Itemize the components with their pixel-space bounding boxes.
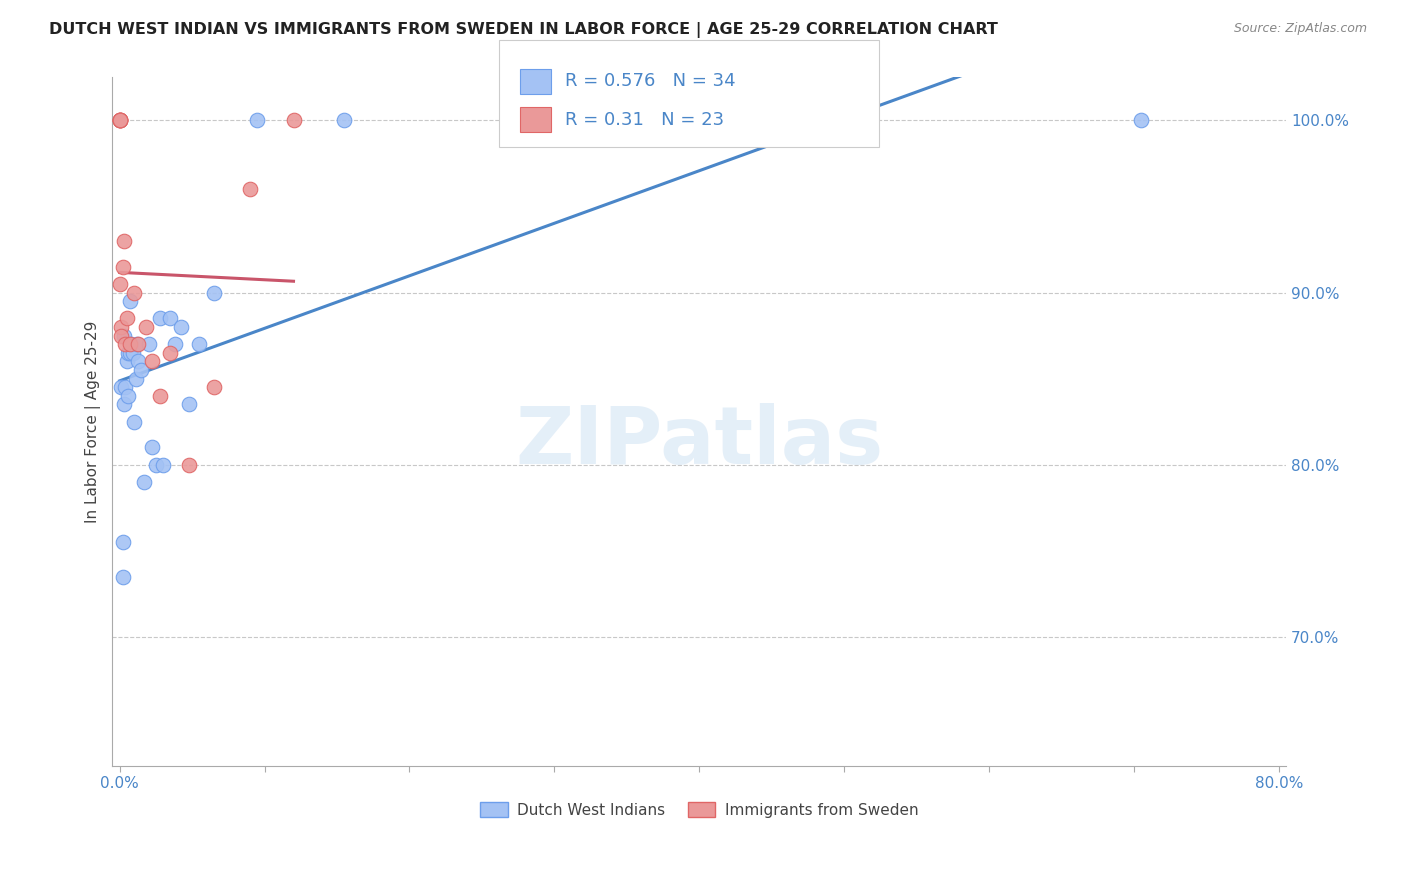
Point [118,346,141,360]
Text: ZIPatlas: ZIPatlas [515,403,883,482]
Point [149,311,172,326]
Point [110,328,132,343]
Point [118,337,141,351]
Point [125,337,148,351]
Point [127,354,149,368]
Point [135,320,157,334]
Point [1130,113,1153,128]
Point [536,113,558,128]
Point [112,397,135,411]
Point [333,113,356,128]
Point [188,337,211,351]
Point [108,113,131,128]
Point [110,380,132,394]
Point [108,113,131,128]
Point [122,415,145,429]
Point [122,285,145,300]
Point [134,475,156,489]
Point [114,380,136,394]
Point [202,380,225,394]
Text: R = 0.576   N = 34: R = 0.576 N = 34 [565,72,735,90]
Point [163,337,186,351]
Point [120,337,142,351]
Legend: Dutch West Indians, Immigrants from Sweden: Dutch West Indians, Immigrants from Swed… [474,796,924,823]
Y-axis label: In Labor Force | Age 25-29: In Labor Force | Age 25-29 [86,320,101,523]
Point [114,337,136,351]
Point [169,320,191,334]
Point [121,346,143,360]
Point [111,569,134,583]
Point [159,346,181,360]
Point [124,371,146,385]
Point [202,285,225,300]
Point [110,320,132,334]
Point [159,311,181,326]
Point [131,363,153,377]
Point [112,328,135,343]
Point [117,389,139,403]
Point [115,354,138,368]
Point [179,458,201,472]
Point [141,441,163,455]
Text: R = 0.31   N = 23: R = 0.31 N = 23 [565,111,724,128]
Point [118,294,141,309]
Point [283,113,305,128]
Point [111,535,134,549]
Point [138,337,160,351]
Text: DUTCH WEST INDIAN VS IMMIGRANTS FROM SWEDEN IN LABOR FORCE | AGE 25-29 CORRELATI: DUTCH WEST INDIAN VS IMMIGRANTS FROM SWE… [49,22,998,38]
Point [141,354,163,368]
Point [117,346,139,360]
Point [145,458,167,472]
Point [108,277,131,291]
Point [108,113,131,128]
Point [111,260,134,274]
Point [149,389,172,403]
Point [108,113,131,128]
Point [112,234,135,248]
Text: Source: ZipAtlas.com: Source: ZipAtlas.com [1233,22,1367,36]
Point [115,311,138,326]
Point [127,337,149,351]
Point [179,397,201,411]
Point [152,458,174,472]
Point [246,113,269,128]
Point [239,182,262,196]
Point [108,113,131,128]
